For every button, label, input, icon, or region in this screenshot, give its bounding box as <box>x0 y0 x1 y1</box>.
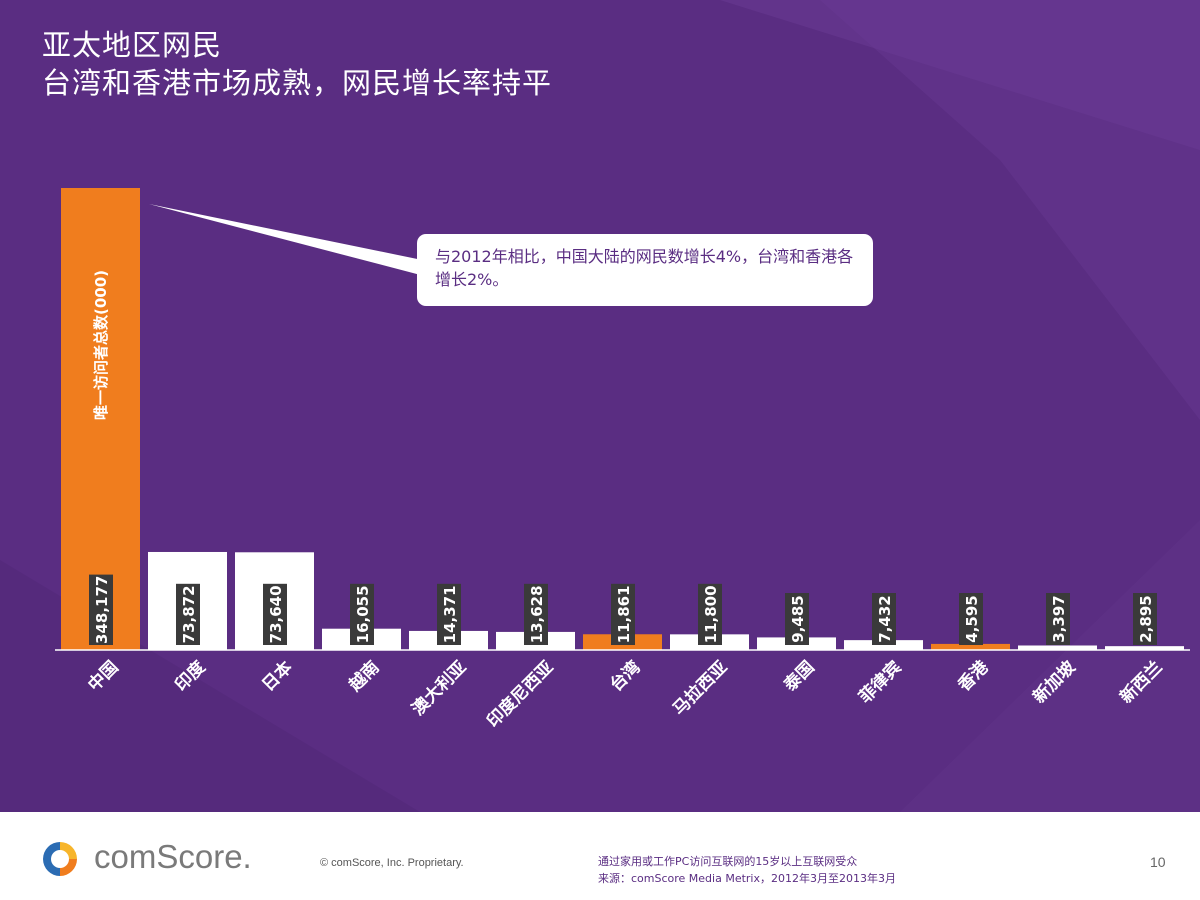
x-tick-label-菲律宾: 菲律宾 <box>855 657 906 708</box>
value-label-text: 11,800 <box>702 585 720 643</box>
value-label-新加坡: 3,397 <box>1046 593 1070 645</box>
value-label-香港: 4,595 <box>959 593 983 645</box>
x-tick-label-日本: 日本 <box>258 657 297 696</box>
value-label-box <box>350 583 374 645</box>
value-label-box <box>872 593 896 645</box>
comscore-logo-icon <box>43 842 77 876</box>
value-label-台湾: 11,861 <box>611 583 635 645</box>
slide-subtitle: 台湾和香港市场成熟，网民增长率持平 <box>42 66 553 100</box>
value-label-日本: 73,640 <box>263 583 287 645</box>
value-label-text: 4,595 <box>963 595 981 642</box>
bar-新加坡 <box>1018 645 1097 650</box>
value-label-text: 3,397 <box>1050 595 1068 642</box>
value-label-text: 348,177 <box>93 576 111 644</box>
footer <box>0 812 1200 900</box>
value-label-新西兰: 2,895 <box>1133 593 1157 645</box>
value-label-box <box>524 583 548 645</box>
page-number: 10 <box>1150 854 1166 870</box>
x-tick-label-越南: 越南 <box>344 657 384 697</box>
value-label-box <box>176 583 200 645</box>
value-label-印度: 73,872 <box>176 583 200 645</box>
x-tick-label-印度尼西亚: 印度尼西亚 <box>483 657 558 732</box>
slide-title: 亚太地区网民 <box>42 28 223 62</box>
x-tick-label-香港: 香港 <box>954 656 994 696</box>
callout-text: 与2012年相比，中国大陆的网民数增长4%，台湾和香港各增长2%。 <box>435 247 854 289</box>
value-label-box <box>1133 593 1157 645</box>
value-label-box <box>698 583 722 645</box>
value-label-中国: 348,177 <box>89 574 113 645</box>
x-tick-label-中国: 中国 <box>84 657 123 696</box>
callout-box: 与2012年相比，中国大陆的网民数增长4%，台湾和香港各增长2%。 <box>417 234 873 306</box>
y-axis-label: 唯一访问者总数(000) <box>92 270 110 420</box>
value-label-text: 73,872 <box>180 585 198 643</box>
value-label-马拉西亚: 11,800 <box>698 583 722 645</box>
value-label-印度尼西亚: 13,628 <box>524 583 548 645</box>
source-note-line-2: 来源：comScore Media Metrix，2012年3月至2013年3月 <box>598 872 896 885</box>
bar-中国 <box>61 188 140 650</box>
bar-香港 <box>931 643 1010 650</box>
source-note-line-1: 通过家用或工作PC访问互联网的15岁以上互联网受众 <box>598 855 858 868</box>
value-label-box <box>263 583 287 645</box>
value-label-text: 7,432 <box>876 595 894 642</box>
x-tick-label-新加坡: 新加坡 <box>1029 657 1080 708</box>
x-tick-label-澳大利亚: 澳大利亚 <box>408 657 471 720</box>
value-label-text: 14,371 <box>441 585 459 643</box>
x-tick-label-马拉西亚: 马拉西亚 <box>669 657 732 720</box>
value-label-越南: 16,055 <box>350 583 374 645</box>
value-label-box <box>959 593 983 645</box>
value-label-text: 13,628 <box>528 585 546 643</box>
x-tick-label-台湾: 台湾 <box>606 657 645 696</box>
x-tick-label-印度: 印度 <box>171 656 211 696</box>
copyright-text: © comScore, Inc. Proprietary. <box>320 857 464 869</box>
value-label-text: 2,895 <box>1137 595 1155 642</box>
value-label-text: 16,055 <box>354 585 372 643</box>
value-label-菲律宾: 7,432 <box>872 593 896 645</box>
callout-pointer <box>149 204 432 278</box>
value-label-text: 73,640 <box>267 585 285 643</box>
value-label-box <box>437 583 461 645</box>
value-label-box <box>611 583 635 645</box>
value-label-澳大利亚: 14,371 <box>437 583 461 645</box>
x-tick-label-泰国: 泰国 <box>780 657 819 696</box>
bar-chart: 348,177 73,872 73,640 16,055 14,371 13,628 11,… <box>55 188 1190 732</box>
value-label-text: 9,485 <box>789 595 807 642</box>
value-label-box <box>1046 593 1070 645</box>
comscore-logo-text: comScore. <box>94 838 252 875</box>
value-label-box <box>89 574 113 645</box>
bar-菲律宾 <box>844 640 923 650</box>
value-label-text: 11,861 <box>615 585 633 643</box>
value-label-box <box>785 593 809 645</box>
value-label-泰国: 9,485 <box>785 593 809 645</box>
bar-新西兰 <box>1105 646 1184 650</box>
x-tick-label-新西兰: 新西兰 <box>1116 657 1167 708</box>
source-note: 通过家用或工作PC访问互联网的15岁以上互联网受众 来源：comScore Me… <box>598 853 896 887</box>
